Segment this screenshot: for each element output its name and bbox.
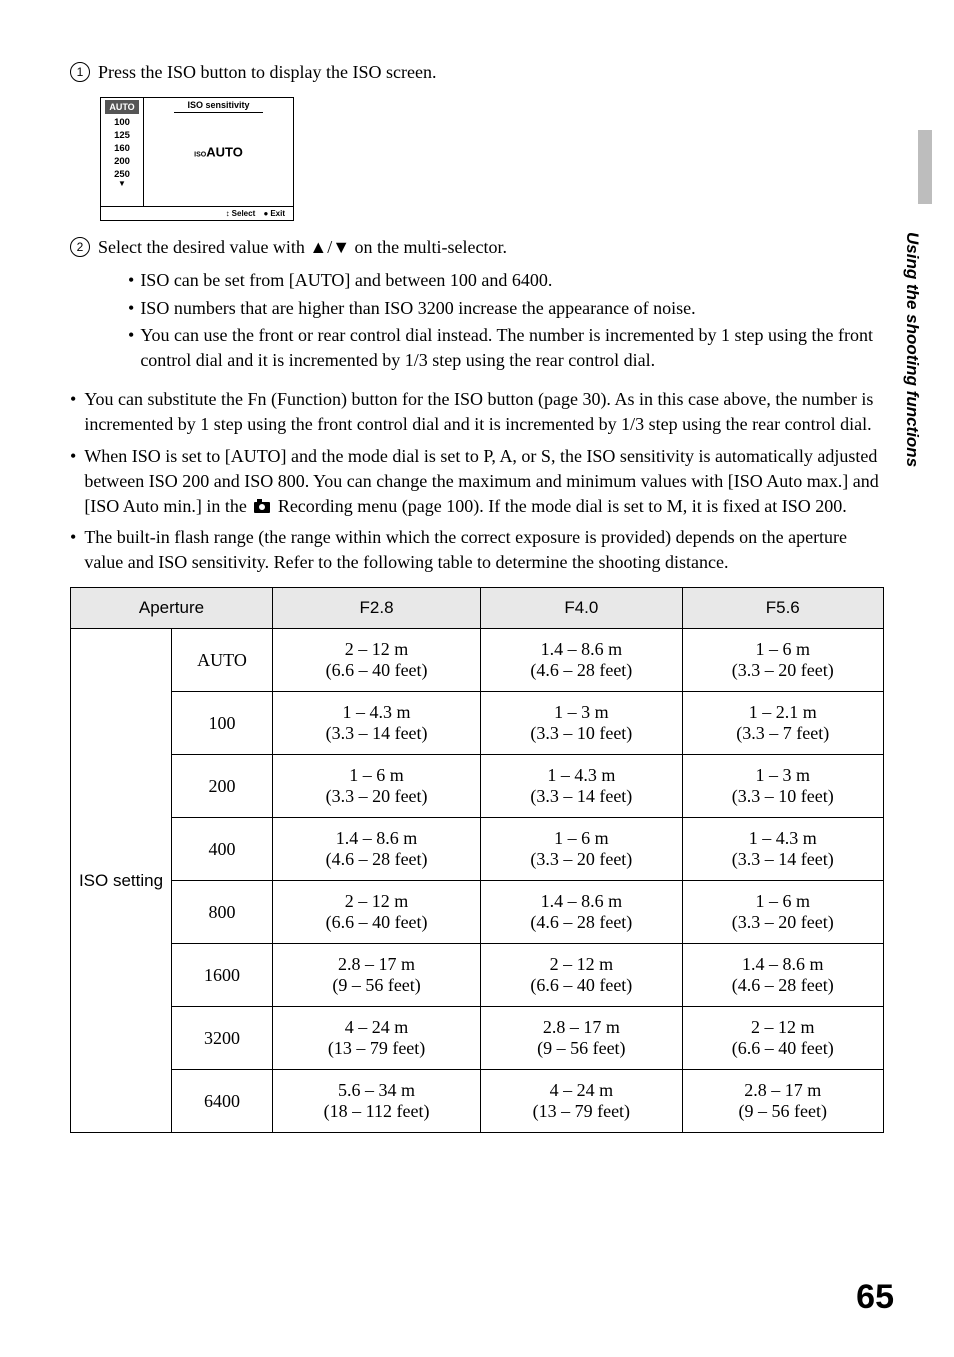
range-cell: 1 – 4.3 m(3.3 – 14 feet) <box>481 755 682 818</box>
step-1: 1 Press the ISO button to display the IS… <box>70 60 884 85</box>
th-aperture: Aperture <box>71 588 273 629</box>
table-row: 16002.8 – 17 m(9 – 56 feet)2 – 12 m(6.6 … <box>71 944 884 1007</box>
note-text: You can substitute the Fn (Function) but… <box>84 387 884 437</box>
note-text: When ISO is set to [AUTO] and the mode d… <box>84 444 884 520</box>
table-row: 1001 – 4.3 m(3.3 – 14 feet)1 – 3 m(3.3 –… <box>71 692 884 755</box>
sub-bullet: ISO numbers that are higher than ISO 320… <box>128 296 884 321</box>
range-cell: 2.8 – 17 m(9 – 56 feet) <box>481 1007 682 1070</box>
table-row: 32004 – 24 m(13 – 79 feet)2.8 – 17 m(9 –… <box>71 1007 884 1070</box>
table-row: 8002 – 12 m(6.6 – 40 feet)1.4 – 8.6 m(4.… <box>71 881 884 944</box>
notes-bullets: You can substitute the Fn (Function) but… <box>70 387 884 575</box>
range-cell: 1.4 – 8.6 m(4.6 – 28 feet) <box>481 881 682 944</box>
iso-option-selected: AUTO <box>105 100 138 114</box>
step-1-text: Press the ISO button to display the ISO … <box>98 60 436 85</box>
iso-screen-title: ISO sensitivity <box>174 98 263 113</box>
range-cell: 1.4 – 8.6 m(4.6 – 28 feet) <box>481 629 682 692</box>
iso-current-value: ISOAUTO <box>194 145 243 160</box>
side-tab-bar <box>918 130 932 204</box>
iso-prefix: ISO <box>194 152 206 159</box>
page-content: 1 Press the ISO button to display the IS… <box>0 0 954 1173</box>
footer-exit-label: Exit <box>270 209 285 218</box>
iso-screen-illustration: AUTO 100 125 160 200 250 ▼ ISO sensitivi… <box>100 97 294 221</box>
note-bullet: When ISO is set to [AUTO] and the mode d… <box>70 444 884 520</box>
range-cell: 1 – 6 m(3.3 – 20 feet) <box>682 881 883 944</box>
range-cell: 4 – 24 m(13 – 79 feet) <box>481 1070 682 1133</box>
range-cell: 2 – 12 m(6.6 – 40 feet) <box>273 881 481 944</box>
iso-option: 100 <box>114 117 130 128</box>
flash-range-table: Aperture F2.8 F4.0 F5.6 ISO settingAUTO2… <box>70 587 884 1133</box>
table-row: 4001.4 – 8.6 m(4.6 – 28 feet)1 – 6 m(3.3… <box>71 818 884 881</box>
step-2-marker: 2 <box>70 237 90 257</box>
step-1-marker: 1 <box>70 62 90 82</box>
iso-cell: 6400 <box>172 1070 273 1133</box>
range-cell: 1 – 3 m(3.3 – 10 feet) <box>682 755 883 818</box>
footer-select-label: Select <box>232 209 256 218</box>
side-section-label: Using the shooting functions <box>902 232 922 467</box>
flash-table-body: ISO settingAUTO2 – 12 m(6.6 – 40 feet)1.… <box>71 629 884 1133</box>
range-cell: 2.8 – 17 m(9 – 56 feet) <box>273 944 481 1007</box>
range-cell: 1 – 2.1 m(3.3 – 7 feet) <box>682 692 883 755</box>
iso-option: 125 <box>114 130 130 141</box>
step-2-sub-bullets: ISO can be set from [AUTO] and between 1… <box>128 268 884 373</box>
th-f56: F5.6 <box>682 588 883 629</box>
th-f40: F4.0 <box>481 588 682 629</box>
note-bullet: You can substitute the Fn (Function) but… <box>70 387 884 437</box>
th-f28: F2.8 <box>273 588 481 629</box>
down-arrow-icon: ▼ <box>118 179 126 188</box>
range-cell: 1 – 4.3 m(3.3 – 14 feet) <box>682 818 883 881</box>
range-cell: 5.6 – 34 m(18 – 112 feet) <box>273 1070 481 1133</box>
iso-cell: 3200 <box>172 1007 273 1070</box>
sub-bullet: ISO can be set from [AUTO] and between 1… <box>128 268 884 293</box>
range-cell: 1 – 4.3 m(3.3 – 14 feet) <box>273 692 481 755</box>
iso-cell: 400 <box>172 818 273 881</box>
sub-bullet-text: You can use the front or rear control di… <box>140 323 884 373</box>
range-cell: 1 – 6 m(3.3 – 20 feet) <box>682 629 883 692</box>
range-cell: 2 – 12 m(6.6 – 40 feet) <box>682 1007 883 1070</box>
step-2: 2 Select the desired value with ▲/▼ on t… <box>70 235 884 260</box>
range-cell: 1.4 – 8.6 m(4.6 – 28 feet) <box>682 944 883 1007</box>
range-cell: 2 – 12 m(6.6 – 40 feet) <box>481 944 682 1007</box>
page-number: 65 <box>856 1278 894 1317</box>
note-text-part: Recording menu (page 100). If the mode d… <box>273 496 846 516</box>
sub-bullet: You can use the front or rear control di… <box>128 323 884 373</box>
iso-option: 160 <box>114 143 130 154</box>
iso-option: 200 <box>114 156 130 167</box>
table-row: 64005.6 – 34 m(18 – 112 feet)4 – 24 m(13… <box>71 1070 884 1133</box>
range-cell: 1.4 – 8.6 m(4.6 – 28 feet) <box>273 818 481 881</box>
iso-cell: 200 <box>172 755 273 818</box>
step-2-text: Select the desired value with ▲/▼ on the… <box>98 235 507 260</box>
note-text: The built-in flash range (the range with… <box>84 525 884 575</box>
range-cell: 1 – 6 m(3.3 – 20 feet) <box>273 755 481 818</box>
range-cell: 2 – 12 m(6.6 – 40 feet) <box>273 629 481 692</box>
iso-option-list: AUTO 100 125 160 200 250 ▼ <box>101 98 144 206</box>
range-cell: 2.8 – 17 m(9 – 56 feet) <box>682 1070 883 1133</box>
table-row: 2001 – 6 m(3.3 – 20 feet)1 – 4.3 m(3.3 –… <box>71 755 884 818</box>
iso-setting-rowhead: ISO setting <box>71 629 172 1133</box>
range-cell: 1 – 3 m(3.3 – 10 feet) <box>481 692 682 755</box>
dot-icon <box>257 209 270 218</box>
sub-bullet-text: ISO numbers that are higher than ISO 320… <box>140 296 695 321</box>
iso-cell: 800 <box>172 881 273 944</box>
camera-icon <box>254 502 270 513</box>
range-cell: 4 – 24 m(13 – 79 feet) <box>273 1007 481 1070</box>
iso-cell: AUTO <box>172 629 273 692</box>
sub-bullet-text: ISO can be set from [AUTO] and between 1… <box>140 268 552 293</box>
iso-screen-footer: Select Exit <box>101 206 293 220</box>
table-row: ISO settingAUTO2 – 12 m(6.6 – 40 feet)1.… <box>71 629 884 692</box>
iso-value: AUTO <box>206 145 243 160</box>
note-bullet: The built-in flash range (the range with… <box>70 525 884 575</box>
iso-cell: 100 <box>172 692 273 755</box>
iso-cell: 1600 <box>172 944 273 1007</box>
range-cell: 1 – 6 m(3.3 – 20 feet) <box>481 818 682 881</box>
